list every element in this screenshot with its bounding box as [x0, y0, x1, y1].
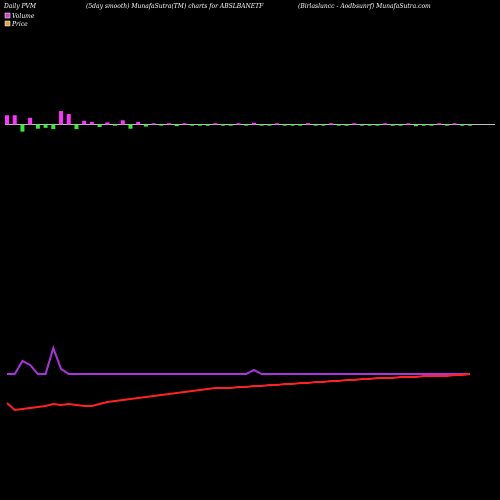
volume-bar	[51, 124, 56, 130]
volume-bar	[452, 123, 457, 125]
volume-bar	[413, 124, 418, 127]
price-line	[6, 373, 471, 412]
volume-bar	[367, 124, 372, 126]
legend-volume-swatch	[4, 12, 11, 19]
volume-bars	[5, 111, 472, 132]
volume-bar	[244, 124, 249, 126]
volume-bar	[221, 124, 226, 126]
volume-bar	[205, 124, 210, 126]
volume-bar	[344, 124, 349, 126]
volume-bar	[398, 124, 403, 126]
volume-bar	[437, 123, 442, 125]
volume-bar	[290, 124, 295, 126]
volume-bar	[190, 124, 195, 126]
volume-bar	[97, 124, 102, 128]
header-left: Daily PVM	[3, 3, 37, 10]
volume-bar	[128, 124, 133, 129]
volume-bar	[120, 120, 125, 125]
header-right: (Birlasluncc - Aodbsunrf) MunafaSutra.co…	[298, 3, 431, 10]
volume-bar	[429, 124, 434, 126]
volume-line	[7, 344, 470, 375]
legend-price-label: Price	[11, 21, 28, 28]
legend-volume-label: Volume	[12, 13, 35, 20]
volume-bar	[12, 115, 17, 125]
volume-bar	[66, 114, 71, 125]
volume-bar	[236, 123, 241, 125]
legend-price-swatch	[4, 20, 11, 27]
volume-bar	[89, 121, 94, 125]
volume-bar	[329, 123, 334, 125]
volume-bar	[82, 120, 87, 125]
volume-bar	[298, 124, 303, 126]
volume-bar	[336, 124, 341, 126]
volume-bar	[383, 123, 388, 125]
volume-bar	[143, 124, 148, 127]
volume-bar	[305, 123, 310, 125]
header-center: (5day smooth) MunafaSutra(TM) charts for…	[86, 3, 264, 10]
volume-bar	[213, 123, 218, 125]
volume-bar	[321, 124, 326, 126]
volume-bar	[359, 124, 364, 126]
volume-bar	[313, 124, 318, 126]
volume-bar	[28, 117, 33, 125]
volume-bar	[182, 123, 187, 125]
volume-bar	[159, 124, 164, 126]
volume-bar	[460, 124, 465, 126]
volume-bar	[167, 123, 172, 125]
volume-bar	[352, 123, 357, 125]
volume-bar	[74, 124, 79, 130]
volume-bar	[5, 115, 9, 125]
volume-bar	[444, 124, 449, 126]
volume-bar	[35, 124, 40, 129]
volume-bar	[251, 122, 256, 125]
volume-bar	[468, 124, 472, 126]
volume-bar	[406, 123, 411, 125]
volume-bar	[390, 124, 395, 126]
volume-bar	[174, 124, 179, 127]
volume-bar	[259, 124, 264, 126]
volume-bar	[20, 124, 25, 132]
volume-bar	[375, 124, 380, 126]
volume-bar	[43, 124, 48, 128]
volume-bar	[275, 123, 280, 125]
volume-bar	[151, 123, 156, 125]
volume-bar	[421, 124, 426, 126]
volume-bar	[136, 121, 141, 125]
volume-bar	[228, 124, 233, 126]
volume-bar	[197, 124, 202, 126]
volume-bar	[105, 122, 110, 125]
volume-bar	[267, 124, 272, 126]
volume-bar	[59, 111, 64, 125]
volume-bar	[282, 124, 287, 126]
volume-bar	[113, 124, 118, 126]
